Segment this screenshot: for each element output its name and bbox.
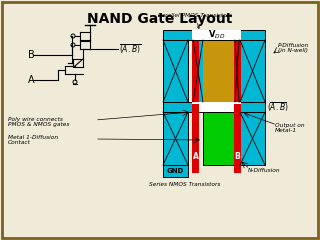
- Bar: [240, 40, 265, 102]
- Bar: [192, 104, 199, 173]
- Bar: [203, 40, 239, 102]
- Bar: [163, 102, 265, 112]
- Text: V$_{DD}$: V$_{DD}$: [208, 29, 225, 41]
- Text: P-Diffusion
(in N-well): P-Diffusion (in N-well): [278, 43, 309, 54]
- Bar: [163, 30, 265, 40]
- Bar: [192, 102, 241, 112]
- Bar: [240, 112, 265, 165]
- Text: A: A: [28, 75, 35, 85]
- Bar: [234, 104, 241, 173]
- Text: NAND Gate Layout: NAND Gate Layout: [87, 12, 233, 26]
- Bar: [234, 32, 241, 110]
- Bar: [163, 165, 188, 177]
- Text: GND: GND: [167, 168, 184, 174]
- Text: $\overline{(A.B)}$: $\overline{(A.B)}$: [119, 42, 141, 55]
- Text: Output on
Metal-1: Output on Metal-1: [275, 123, 305, 133]
- Text: N-Diffusion: N-Diffusion: [248, 168, 281, 173]
- Text: A: A: [193, 152, 198, 161]
- Bar: [163, 112, 188, 165]
- Bar: [192, 30, 241, 40]
- Text: $(\overline{A.B})$: $(\overline{A.B})$: [267, 100, 289, 114]
- Text: B: B: [235, 152, 240, 161]
- Bar: [192, 32, 199, 110]
- Bar: [163, 40, 188, 102]
- Text: Parallel PMOS Transistors: Parallel PMOS Transistors: [158, 13, 232, 29]
- Text: Poly wire connects
PMOS & NMOS gates: Poly wire connects PMOS & NMOS gates: [8, 117, 69, 127]
- Text: Series NMOS Transistors: Series NMOS Transistors: [149, 182, 221, 187]
- Text: B: B: [28, 50, 35, 60]
- Text: Metal 1-Diffusion
Contact: Metal 1-Diffusion Contact: [8, 135, 58, 145]
- Bar: [193, 40, 235, 102]
- Bar: [203, 112, 239, 165]
